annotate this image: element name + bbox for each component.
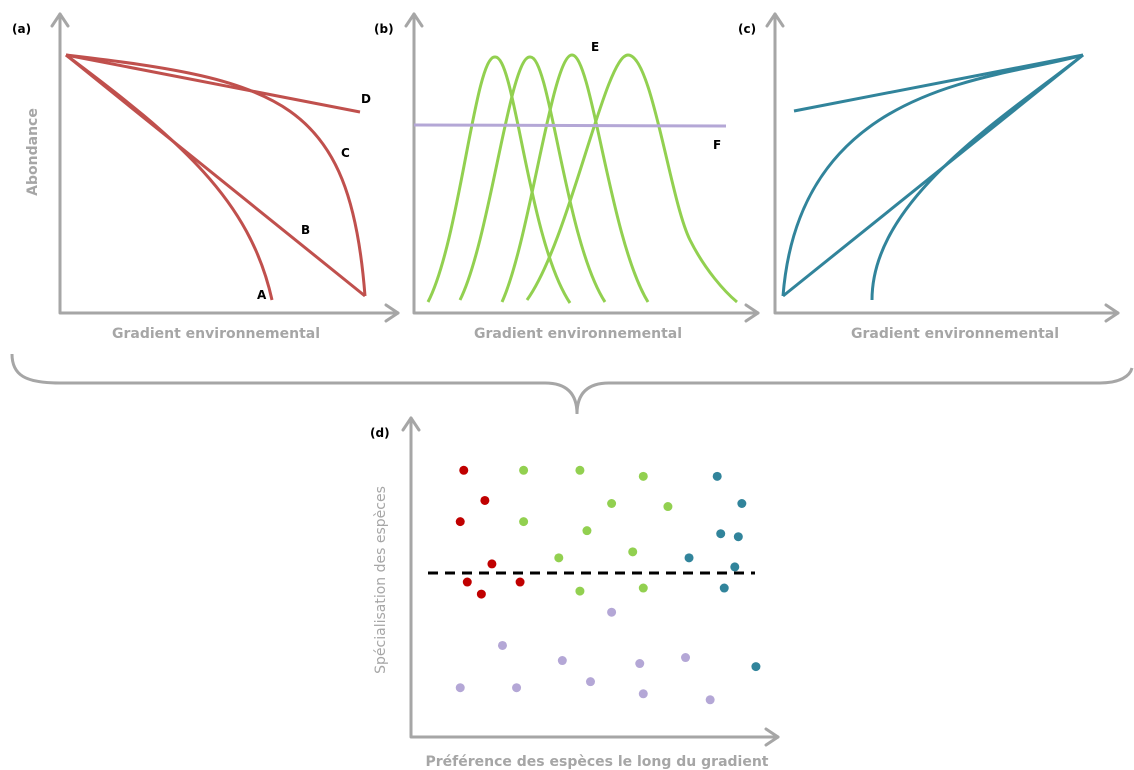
curve-label-b: B [301,223,310,237]
curve-d [65,53,361,114]
scatter-point-s1-p4 [663,502,673,512]
panel-c-axes [773,12,1120,315]
scatter-point-s3-p2 [557,656,567,666]
panel-d-x-title: Préférence des espèces le long du gradie… [425,754,768,770]
panel-d-x-arrow [764,727,780,747]
brace [10,353,1134,415]
scatter-point-s3-p1 [497,640,507,650]
curve-c-concave [781,53,1084,297]
panel-b-x-title: Gradient environnemental [474,326,682,342]
scatter-point-s1-p0 [519,465,529,475]
scatter-point-s3-p7 [585,677,595,687]
scatter-point-s3-p9 [705,695,715,705]
scatter-point-s0-p3 [487,559,497,569]
panel-c-x-arrow [1104,303,1120,323]
scatter-point-s2-p6 [719,583,729,593]
scatter-point-s1-p6 [582,526,592,536]
scatter-point-s2-p0 [712,471,722,481]
curve-label-f: F [713,138,721,152]
scatter-point-s2-p3 [733,532,743,542]
scatter-point-s3-p0 [607,607,617,617]
panel-d-axes [409,416,780,739]
scatter-point-s1-p2 [638,471,648,481]
scatter-point-s3-p3 [635,659,645,669]
panel-a-x-title: Gradient environnemental [112,326,320,342]
curve-c [65,53,367,297]
scatter-point-s2-p7 [751,662,761,672]
panel-d: (d) Spécialisation des espèces Préférenc… [370,416,780,770]
scatter-point-s3-p6 [512,683,522,693]
panel-a-axes [58,12,400,315]
scatter-point-s3-p4 [681,653,691,663]
scatter-point-s0-p6 [515,577,525,587]
curve-f [413,123,727,128]
curve-c-convex [870,53,1084,301]
scatter-point-s1-p5 [519,517,529,527]
panel-c-x-title: Gradient environnemental [851,326,1059,342]
scatter-point-s3-p5 [455,683,465,693]
curve-e-4 [525,53,738,304]
curve-c-near-flat [793,53,1084,113]
scatter-point-s2-p4 [684,553,694,563]
curve-a [65,53,274,301]
curve-e-2 [458,55,607,303]
curve-label-a: A [257,288,267,302]
curve-label-c: C [341,146,350,160]
panel-b-label: (b) [374,22,394,36]
scatter-point-s0-p0 [459,465,469,475]
curve-c-linear [782,53,1084,298]
scatter-point-s0-p2 [455,517,465,527]
scatter-points [455,465,761,705]
panel-d-label: (d) [370,426,390,440]
scatter-point-s1-p3 [607,499,617,508]
curve-b [65,53,366,298]
scatter-point-s0-p5 [476,589,486,599]
panel-d-y-title: Spécialisation des espèces [373,486,389,674]
curve-label-e: E [591,40,599,54]
scatter-point-s1-p10 [638,583,648,593]
scatter-point-s1-p9 [575,586,585,596]
panel-a-y-title: Abondance [25,108,41,196]
scatter-point-s1-p7 [554,553,564,563]
panel-a: (a) Abondance Gradient environnemental A… [12,12,400,342]
panel-b: (b) Gradient environnemental E F [374,12,760,342]
scatter-point-s2-p1 [737,499,747,508]
panel-c: (c) Gradient environnemental [738,12,1120,342]
curve-e-3 [500,53,650,303]
curve-label-d: D [361,92,371,106]
scatter-point-s0-p4 [462,577,472,587]
scatter-point-s2-p2 [716,529,726,539]
panel-a-x-arrow [384,303,400,323]
scatter-point-s2-p5 [730,562,740,572]
curve-e-1 [426,55,572,304]
panel-c-label: (c) [738,22,756,36]
panel-b-x-arrow [744,303,760,323]
scatter-point-s1-p8 [628,547,638,557]
panel-b-axes [412,12,760,315]
panel-a-label: (a) [12,22,31,36]
scatter-point-s3-p8 [638,689,648,699]
scatter-point-s1-p1 [575,465,585,475]
scatter-point-s0-p1 [480,495,490,505]
